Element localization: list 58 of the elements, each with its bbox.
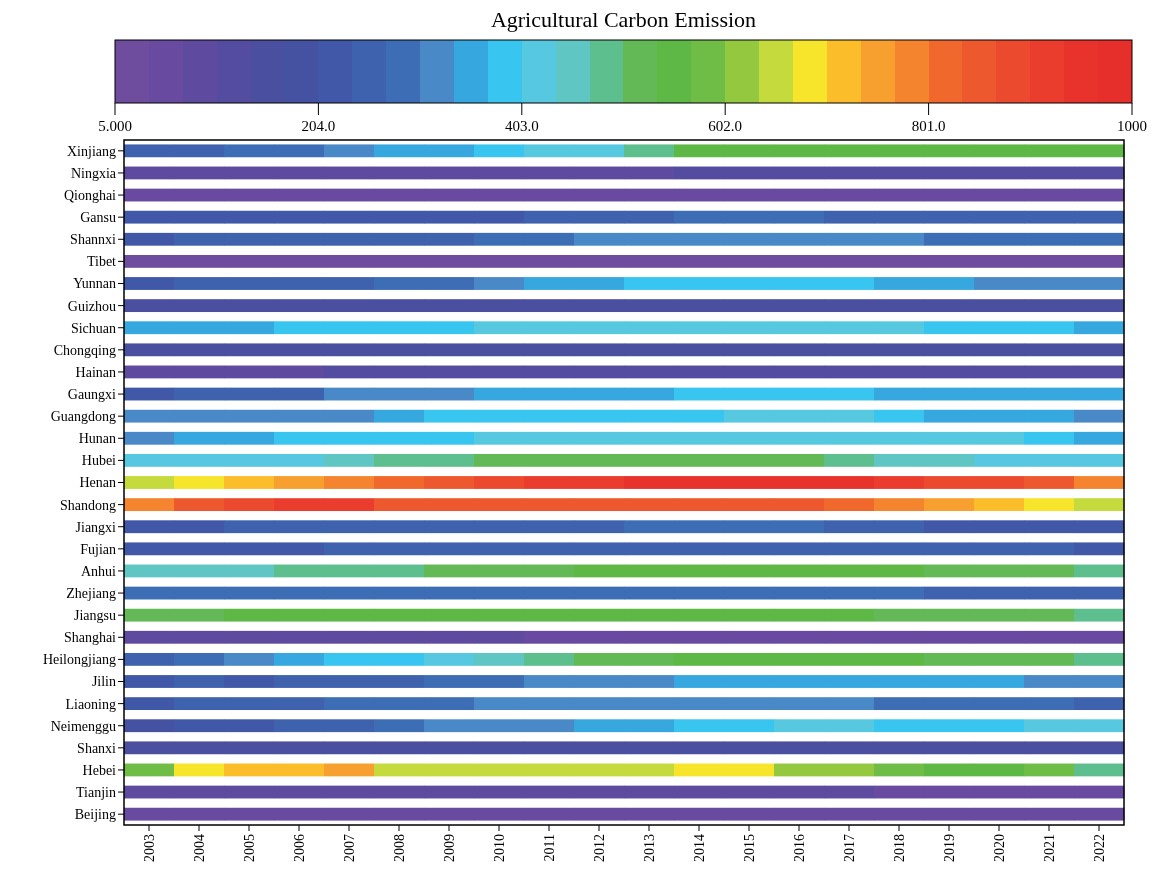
- y-tick-label: Hebei: [82, 762, 117, 778]
- y-tick-label: Anhui: [81, 563, 117, 579]
- color-bar-label: 403.0: [504, 118, 539, 134]
- x-tick-label: 2017: [841, 834, 857, 862]
- x-tick-label: 2022: [1091, 834, 1107, 862]
- x-tick-label: 2013: [641, 834, 657, 862]
- x-tick-label: 2003: [141, 834, 157, 862]
- y-tick-label: Shanxi: [77, 740, 117, 756]
- y-tick-label: Yunnan: [73, 276, 116, 292]
- y-tick-label: Hunan: [78, 431, 116, 447]
- x-tick-label: 2011: [541, 834, 557, 862]
- x-tick-label: 2010: [491, 834, 507, 862]
- color-bar-label: 204.0: [301, 118, 336, 134]
- x-tick-label: 2012: [591, 834, 607, 862]
- x-tick-label: 2016: [791, 834, 807, 862]
- x-tick-label: 2019: [941, 834, 957, 862]
- y-tick-label: Shannxi: [70, 232, 117, 248]
- y-tick-label: Hainan: [75, 364, 116, 380]
- y-tick-label: Xinjiang: [67, 143, 116, 159]
- y-tick-label: Guizhou: [67, 298, 116, 314]
- y-tick-label: Jiangsu: [74, 608, 116, 624]
- x-tick-label: 2009: [441, 834, 457, 862]
- y-tick-label: Ningxia: [70, 165, 117, 181]
- y-tick-label: Gaungxi: [67, 386, 117, 402]
- y-tick-label: Tianjin: [76, 784, 116, 800]
- color-bar-label: 602.0: [708, 118, 743, 134]
- chart-title: Agricultural Carbon Emission: [490, 7, 757, 32]
- y-tick-label: Fujian: [80, 541, 116, 557]
- x-tick-label: 2021: [1041, 834, 1057, 862]
- y-tick-label: Hubei: [81, 453, 117, 469]
- y-tick-label: Neimenggu: [50, 718, 116, 734]
- y-tick-label: Zhejiang: [66, 585, 116, 601]
- x-tick-label: 2004: [191, 834, 207, 862]
- x-tick-label: 2015: [741, 834, 757, 862]
- x-tick-label: 2020: [991, 834, 1007, 862]
- x-tick-label: 2014: [691, 834, 707, 862]
- y-tick-label: Chongqing: [53, 342, 116, 358]
- color-bar-label: 5.000: [98, 118, 132, 134]
- y-tick-label: Heilongjiang: [42, 652, 116, 668]
- y-tick-label: Beijing: [74, 807, 116, 823]
- y-tick-label: Jilin: [91, 674, 116, 690]
- x-tick-label: 2005: [241, 834, 257, 862]
- y-tick-label: Qionghai: [63, 187, 117, 203]
- y-tick-label: Jiangxi: [75, 519, 117, 535]
- color-bar-label: 1000: [1117, 118, 1147, 134]
- x-tick-label: 2006: [291, 834, 307, 862]
- color-bar-label: 801.0: [911, 118, 946, 134]
- y-tick-label: Shandong: [60, 497, 116, 513]
- y-tick-label: Shanghai: [63, 630, 117, 646]
- y-tick-label: Gansu: [80, 210, 116, 226]
- x-tick-label: 2007: [341, 834, 357, 862]
- y-tick-label: Sichuan: [70, 320, 116, 336]
- y-tick-label: Tibet: [86, 254, 117, 270]
- y-tick-label: Liaoning: [65, 696, 116, 712]
- y-tick-label: Henan: [79, 475, 116, 491]
- x-tick-label: 2018: [891, 834, 907, 862]
- x-tick-label: 2008: [391, 834, 407, 862]
- y-tick-label: Guangdong: [50, 409, 116, 425]
